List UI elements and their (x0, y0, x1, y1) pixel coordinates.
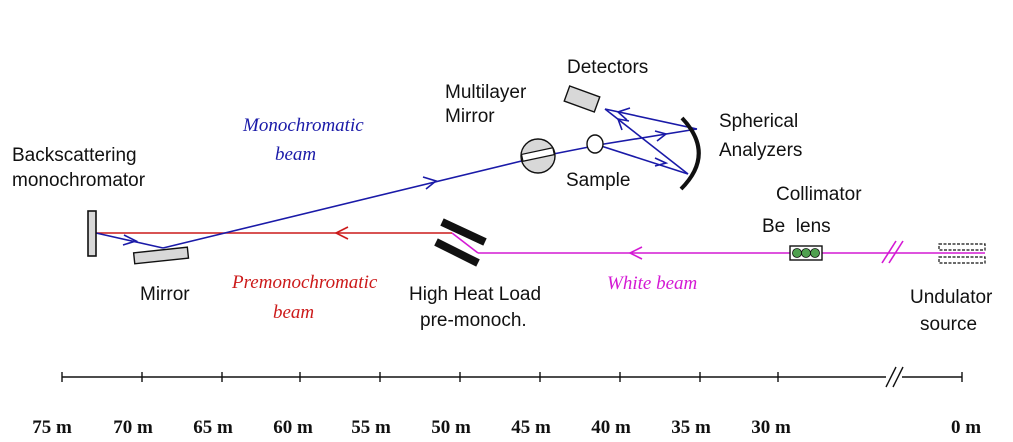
scale-label-60: 60 m (273, 417, 313, 438)
hhl-entry-beam (451, 232, 479, 254)
beam-break-mark-1 (881, 240, 897, 264)
label-collimator-2: Be lens (762, 216, 831, 237)
distance-scale: 75 m 70 m 65 m 60 m 55 m 50 m 45 m 40 m … (32, 366, 981, 438)
beam-break-mark-2 (888, 240, 904, 264)
label-multilayer-2: Mirror (445, 106, 495, 127)
scale-label-45: 45 m (511, 417, 551, 438)
label-hhl-1: High Heat Load (409, 284, 541, 305)
label-undulator-1: Undulator (910, 287, 993, 308)
scale-label-40: 40 m (591, 417, 631, 438)
label-premono-beam-2: beam (273, 302, 314, 323)
premono-beam-arrow (334, 226, 349, 240)
be-lens-2-icon (801, 248, 811, 258)
label-undulator-2: source (920, 314, 977, 335)
scale-label-0: 0 m (951, 417, 981, 438)
be-lens-1-icon (792, 248, 802, 258)
analyzer-to-detector-beam-1 (604, 108, 698, 130)
label-premono-beam-1: Premonochromatic (231, 272, 378, 293)
scale-label-50: 50 m (431, 417, 471, 438)
analyzer-arrow-1 (654, 130, 668, 142)
sample-icon (586, 134, 604, 154)
mirror-icon (132, 246, 190, 265)
label-mono-beam-1: Monochromatic (242, 115, 364, 136)
scale-label-30: 30 m (751, 417, 791, 438)
undulator-top-icon (938, 243, 986, 251)
white-beam-arrow (628, 246, 643, 260)
backscatter-to-mirror-beam (95, 232, 164, 249)
spherical-analyzers-icon (679, 116, 701, 191)
scale-break-mark-2 (892, 366, 904, 388)
hhl-crystal-1-icon (440, 218, 487, 246)
label-mirror: Mirror (140, 284, 190, 305)
scale-label-70: 70 m (113, 417, 153, 438)
label-white-beam: White beam (607, 273, 697, 294)
multilayer-plate-icon (520, 147, 555, 162)
mono-beam-line (162, 156, 539, 249)
scale-label-65: 65 m (193, 417, 233, 438)
label-detectors: Detectors (567, 57, 648, 78)
label-collimator-1: Collimator (776, 184, 862, 205)
label-sample: Sample (566, 170, 630, 191)
backscatter-arrow (122, 234, 139, 246)
scale-label-55: 55 m (351, 417, 391, 438)
label-backscattering-2: monochromator (12, 170, 146, 191)
label-analyzers-1: Spherical (719, 111, 798, 132)
scale-label-75: 75 m (32, 417, 72, 438)
label-analyzers-2: Analyzers (719, 140, 802, 161)
undulator-bottom-icon (938, 256, 986, 264)
detector-arrow-2 (616, 117, 630, 131)
label-backscattering-1: Backscattering (12, 145, 137, 166)
analyzer-arrow-2 (654, 157, 669, 167)
sample-to-analyzer-beam-1 (597, 128, 698, 146)
sample-to-analyzer-beam-2 (597, 144, 689, 175)
label-hhl-2: pre-monoch. (420, 310, 527, 331)
mono-beam-arrow (422, 176, 438, 190)
hhl-crystal-2-icon (434, 238, 480, 267)
label-multilayer-1: Multilayer (445, 82, 527, 103)
backscattering-monochromator-icon (87, 210, 97, 257)
detector-arrow-1 (616, 107, 631, 121)
be-lens-3-icon (810, 248, 820, 258)
detectors-icon (563, 85, 601, 113)
scale-break-mark-1 (885, 366, 897, 388)
label-mono-beam-2: beam (275, 144, 316, 165)
scale-label-35: 35 m (671, 417, 711, 438)
